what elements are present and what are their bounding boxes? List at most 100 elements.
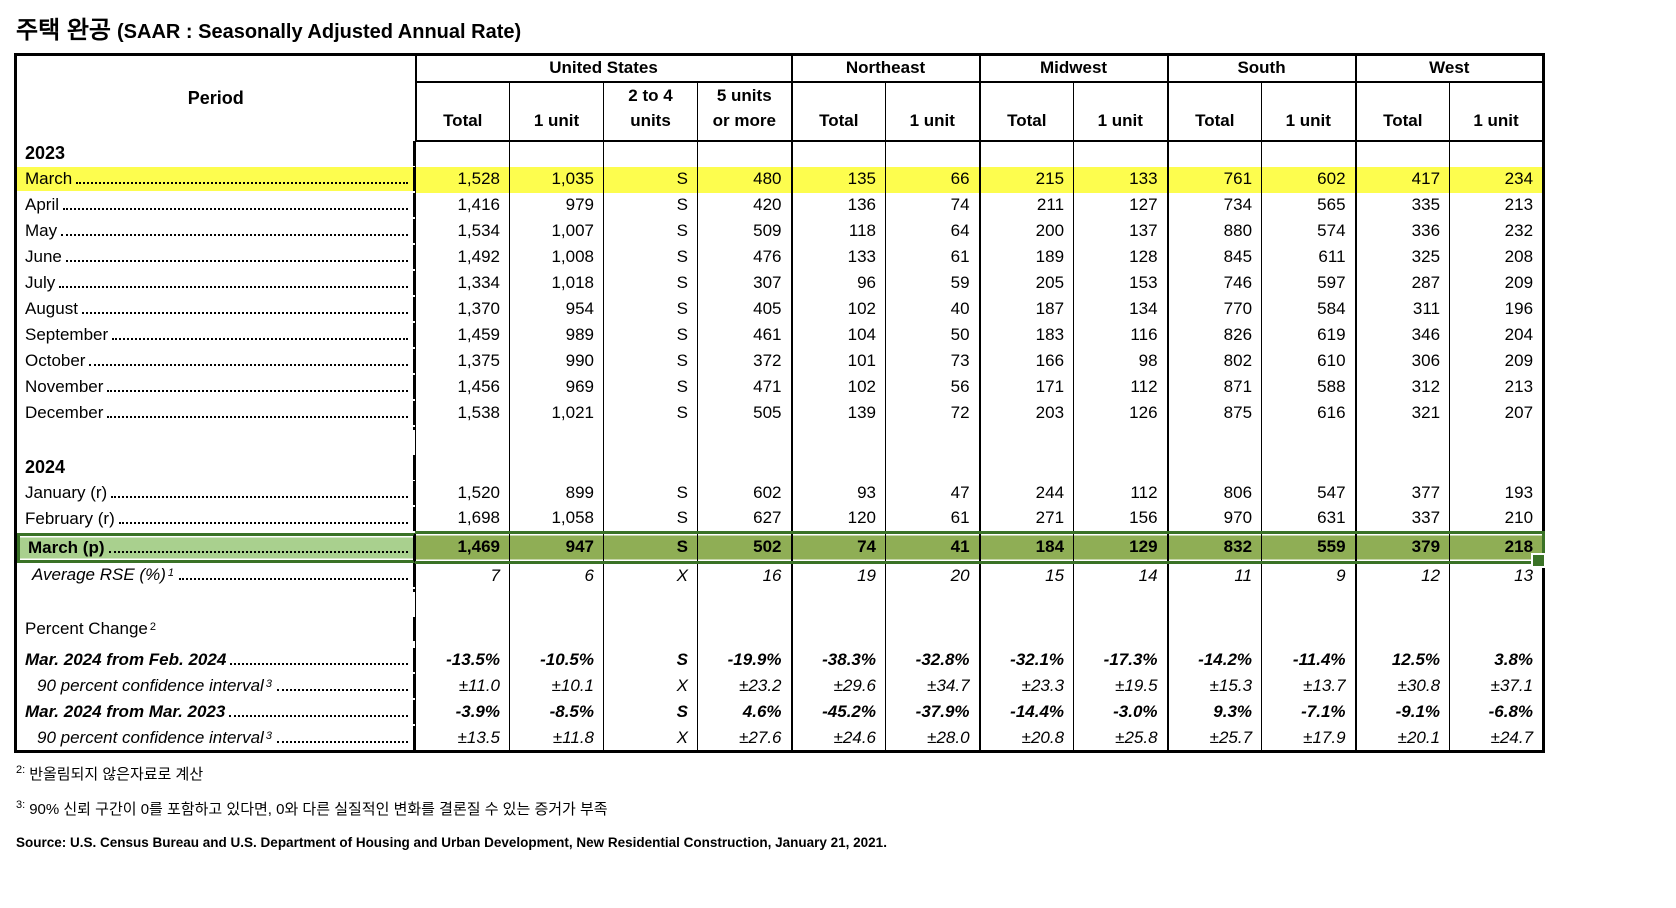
value-cell[interactable]: 209 [1449,270,1544,297]
col-header-south-1unit[interactable]: 1 unit [1261,81,1356,142]
value-cell[interactable]: 64 [885,218,981,245]
col-header-ne-total[interactable]: Total [790,81,886,142]
value-cell[interactable]: S [603,530,698,565]
value-cell[interactable]: 1,520 [415,480,510,507]
value-cell[interactable]: S [603,348,698,375]
value-cell[interactable]: 4.6% [696,699,793,726]
value-cell[interactable] [885,426,981,455]
value-cell[interactable]: ±25.7 [1167,725,1262,752]
value-cell[interactable]: ±27.6 [696,725,793,752]
group-header-united-states[interactable]: United States [414,54,792,83]
value-cell[interactable]: 631 [1261,506,1357,533]
value-cell[interactable]: 405 [696,296,793,323]
value-cell[interactable]: 325 [1355,244,1450,271]
value-cell[interactable]: S [603,270,698,297]
value-cell[interactable]: S [603,218,698,245]
value-cell[interactable] [791,140,886,167]
value-cell[interactable]: 211 [979,192,1074,219]
value-cell[interactable]: 232 [1449,218,1544,245]
value-cell[interactable]: X [603,725,698,752]
value-cell[interactable]: -14.4% [979,699,1074,726]
value-cell[interactable] [1449,588,1544,617]
value-cell[interactable] [1355,588,1450,617]
value-cell[interactable] [1167,426,1262,455]
value-cell[interactable]: 287 [1355,270,1450,297]
value-cell[interactable]: 209 [1449,348,1544,375]
value-cell[interactable]: 954 [509,296,604,323]
value-cell[interactable]: 989 [509,322,604,349]
value-cell[interactable] [979,426,1074,455]
value-cell[interactable]: ±17.9 [1261,725,1357,752]
value-cell[interactable]: 480 [696,166,793,193]
period-cell[interactable]: 2024 [17,454,415,480]
value-cell[interactable]: ±29.6 [791,673,886,700]
value-cell[interactable] [696,426,793,455]
period-cell[interactable]: 90 percent confidence interval 3 [17,725,415,750]
value-cell[interactable]: 471 [696,374,793,401]
value-cell[interactable] [1261,616,1357,648]
value-cell[interactable]: 136 [791,192,886,219]
value-cell[interactable] [1449,616,1544,648]
value-cell[interactable]: 1,456 [415,374,510,401]
value-cell[interactable] [979,140,1074,167]
value-cell[interactable]: 200 [979,218,1074,245]
value-cell[interactable]: 112 [1073,480,1169,507]
value-cell[interactable]: 845 [1167,244,1262,271]
value-cell[interactable]: 505 [696,400,793,427]
value-cell[interactable]: 584 [1261,296,1357,323]
value-cell[interactable] [415,588,510,617]
value-cell[interactable]: 66 [885,166,981,193]
value-cell[interactable]: 156 [1073,506,1169,533]
value-cell[interactable]: 13 [1449,562,1544,589]
value-cell[interactable]: 61 [885,506,981,533]
value-cell[interactable] [791,426,886,455]
value-cell[interactable]: 597 [1261,270,1357,297]
group-header-midwest[interactable]: Midwest [978,54,1168,83]
value-cell[interactable]: 74 [791,530,886,565]
value-cell[interactable]: 565 [1261,192,1357,219]
value-cell[interactable]: 244 [979,480,1074,507]
col-header-west-1unit[interactable]: 1 unit [1449,81,1544,142]
value-cell[interactable]: S [603,244,698,271]
value-cell[interactable] [603,140,698,167]
period-cell[interactable]: July [17,270,415,295]
value-cell[interactable]: ±23.2 [696,673,793,700]
value-cell[interactable] [1073,454,1169,481]
group-header-west[interactable]: West [1354,54,1544,83]
value-cell[interactable]: -8.5% [509,699,604,726]
value-cell[interactable]: 12 [1355,562,1450,589]
value-cell[interactable] [1449,140,1544,167]
value-cell[interactable] [885,140,981,167]
col-header-mw-1unit[interactable]: 1 unit [1073,81,1168,142]
value-cell[interactable] [1073,616,1169,648]
value-cell[interactable]: 311 [1355,296,1450,323]
value-cell[interactable]: -32.8% [885,647,981,674]
value-cell[interactable]: 770 [1167,296,1262,323]
value-cell[interactable]: 271 [979,506,1074,533]
value-cell[interactable]: 1,018 [509,270,604,297]
value-cell[interactable]: 1,334 [415,270,510,297]
value-cell[interactable] [1073,426,1169,455]
value-cell[interactable]: 40 [885,296,981,323]
period-cell[interactable]: April [17,192,415,217]
value-cell[interactable]: 196 [1449,296,1544,323]
value-cell[interactable]: X [603,673,698,700]
value-cell[interactable]: 1,528 [415,166,510,193]
value-cell[interactable]: 1,459 [415,322,510,349]
value-cell[interactable]: 802 [1167,348,1262,375]
value-cell[interactable]: 102 [791,374,886,401]
col-header-ne-1unit[interactable]: 1 unit [885,81,980,142]
col-header-us-5plus[interactable]: 5 units or more [696,81,792,142]
col-header-west-total[interactable]: Total [1354,81,1450,142]
value-cell[interactable]: 1,416 [415,192,510,219]
value-cell[interactable] [696,140,793,167]
value-cell[interactable] [979,616,1074,648]
value-cell[interactable]: 213 [1449,374,1544,401]
value-cell[interactable]: 307 [696,270,793,297]
value-cell[interactable]: 1,538 [415,400,510,427]
value-cell[interactable]: 1,370 [415,296,510,323]
value-cell[interactable] [979,588,1074,617]
value-cell[interactable]: 602 [696,480,793,507]
value-cell[interactable]: 7 [415,562,510,589]
value-cell[interactable] [509,140,604,167]
